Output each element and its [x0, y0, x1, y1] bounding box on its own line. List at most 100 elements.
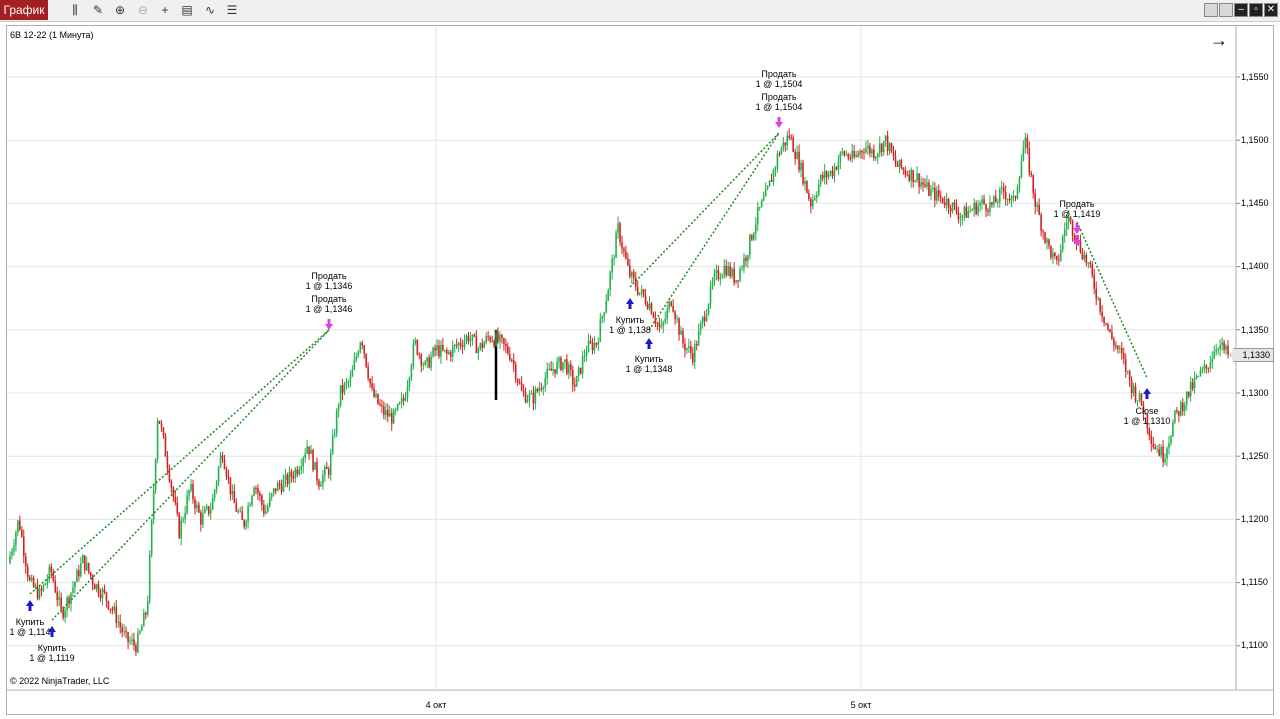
list-icon[interactable]: ☰ — [226, 3, 238, 17]
sell-arrow-icon — [775, 117, 783, 128]
candle-body — [581, 356, 584, 374]
candle-body — [54, 580, 57, 593]
candle-body — [1002, 187, 1005, 192]
candle-body — [418, 354, 421, 356]
bars-icon[interactable]: ⫼ — [72, 3, 78, 17]
candle-body — [522, 390, 525, 393]
maximize-icon[interactable]: ▫ — [1249, 3, 1263, 17]
indicators-icon[interactable]: ∿ — [204, 3, 216, 17]
candle-body — [1209, 362, 1212, 369]
arrow-right-icon[interactable]: → — [1210, 30, 1228, 50]
candle-body — [1172, 422, 1174, 437]
candle-body — [609, 272, 611, 290]
candle-body — [1091, 264, 1094, 276]
sell-arrow-icon — [1073, 223, 1081, 234]
trade-label: Купить 1 @ 1,138 — [609, 315, 651, 335]
candle-body — [1144, 413, 1147, 415]
candle-body — [111, 608, 114, 611]
chart-tab[interactable]: График — [0, 0, 48, 20]
candle-body — [1146, 414, 1149, 429]
candle-body — [263, 504, 265, 514]
candle-body — [568, 364, 570, 374]
candle-body — [632, 272, 635, 278]
candle-body — [934, 187, 936, 201]
candle-body — [875, 156, 877, 159]
candle-body — [1183, 404, 1186, 412]
candle-body — [1213, 351, 1216, 359]
candle-body — [503, 338, 505, 345]
zoom-in-icon[interactable]: ⊕ — [114, 3, 126, 17]
candle-body — [829, 170, 832, 174]
candle-body — [570, 364, 572, 371]
candle-body — [1067, 217, 1070, 223]
candle-body — [402, 398, 405, 401]
candle-body — [806, 180, 808, 194]
candle-body — [1117, 345, 1119, 349]
candle-body — [516, 379, 519, 383]
candle-body — [1018, 177, 1021, 188]
candle-body — [796, 151, 798, 159]
candle-body — [1150, 435, 1153, 445]
properties-icon[interactable]: ▤ — [181, 3, 193, 17]
candle-body — [1162, 446, 1164, 463]
candle-body — [396, 404, 399, 410]
candle-body — [363, 345, 365, 354]
restore-left-icon[interactable] — [1204, 3, 1218, 17]
candle-body — [339, 385, 342, 406]
minimize-icon[interactable]: – — [1234, 3, 1248, 17]
candle-body — [888, 143, 891, 151]
candle-body — [695, 344, 698, 346]
candle-body — [530, 393, 533, 395]
candle-body — [1044, 232, 1046, 243]
candle-body — [599, 318, 602, 342]
crosshair-icon[interactable]: + — [161, 3, 169, 17]
trade-label: Купить 1 @ 1,114 — [9, 617, 51, 637]
candle-body — [713, 272, 716, 283]
candle-body — [93, 584, 96, 590]
candle-body — [239, 511, 242, 513]
candle-body — [1058, 259, 1060, 261]
candle-body — [991, 202, 993, 205]
candle-body — [133, 639, 135, 646]
candle-body — [534, 389, 537, 404]
candle-body — [144, 612, 147, 615]
candle-body — [406, 386, 409, 398]
candle-body — [229, 477, 232, 495]
candle-body — [381, 405, 383, 407]
close-icon[interactable]: ✕ — [1264, 3, 1278, 17]
candle-body — [1126, 370, 1129, 372]
candle-body — [434, 347, 436, 351]
candle-body — [723, 265, 726, 276]
candle-body — [113, 606, 116, 611]
buy-arrow-icon — [1143, 388, 1151, 399]
candle-body — [459, 343, 462, 346]
candle-body — [125, 631, 127, 633]
candle-body — [284, 474, 287, 481]
pencil-icon[interactable]: ✎ — [92, 3, 104, 17]
candle-body — [1042, 231, 1044, 233]
candle-body — [743, 257, 745, 269]
candle-body — [292, 476, 295, 479]
candle-body — [1158, 449, 1160, 456]
candle-body — [546, 368, 548, 379]
zoom-out-icon[interactable]: ⊖ — [137, 3, 149, 17]
candle-body — [918, 173, 920, 187]
candle-body — [253, 488, 255, 496]
y-tick-label: 1,1400 — [1241, 261, 1269, 271]
candle-body — [154, 459, 157, 491]
candle-body — [68, 597, 70, 604]
candle-body — [735, 280, 737, 283]
candle-body — [1008, 199, 1011, 201]
y-tick-label: 1,1550 — [1241, 72, 1269, 82]
candle-body — [753, 233, 755, 240]
candle-body — [808, 193, 810, 200]
candle-body — [1168, 443, 1170, 449]
candle-body — [1221, 342, 1223, 346]
candle-body — [457, 343, 460, 346]
candle-body — [686, 348, 688, 351]
candle-body — [471, 334, 474, 340]
trade-line — [629, 132, 780, 288]
restore-right-icon[interactable] — [1219, 3, 1233, 17]
candle-body — [1030, 173, 1033, 175]
